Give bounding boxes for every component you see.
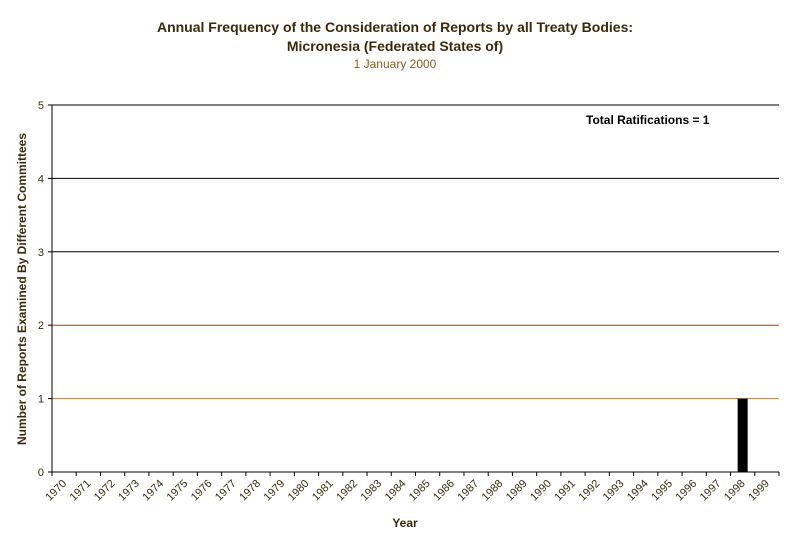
y-tick-label: 1 <box>38 394 44 406</box>
x-tick-label: 1998 <box>722 478 748 504</box>
x-tick-label: 1991 <box>552 478 578 504</box>
x-tick-label: 1989 <box>504 478 530 504</box>
total-ratifications-annotation: Total Ratifications = 1 <box>586 113 710 127</box>
x-tick-label: 1970 <box>43 478 69 504</box>
bar-1998 <box>737 398 748 472</box>
x-tick-label: 1980 <box>286 478 312 504</box>
x-tick-label: 1983 <box>358 478 384 504</box>
gridlines <box>52 104 779 400</box>
x-tick-label: 1986 <box>431 478 457 504</box>
x-tick-label: 1982 <box>334 478 360 504</box>
x-tick-label: 1996 <box>674 478 700 504</box>
x-tick-label: 1977 <box>213 478 239 504</box>
x-tick-label: 1995 <box>649 478 675 504</box>
x-tick-label: 1990 <box>528 478 554 504</box>
x-tick-label: 1994 <box>625 478 651 504</box>
y-tick-label: 2 <box>38 320 44 332</box>
x-tick-label: 1997 <box>698 478 724 504</box>
x-tick-label: 1999 <box>746 478 772 504</box>
y-tick-label: 0 <box>38 467 44 479</box>
y-tick-label: 4 <box>38 173 44 185</box>
x-tick-label: 1973 <box>116 478 142 504</box>
x-tick-label: 1993 <box>601 478 627 504</box>
y-tick-label: 3 <box>38 247 44 259</box>
chart-subtitle: Micronesia (Federated States of) <box>286 38 504 54</box>
chart-date: 1 January 2000 <box>353 57 437 71</box>
x-tick-label: 1988 <box>480 478 506 504</box>
x-tick-label: 1974 <box>140 478 166 504</box>
x-tick-label: 1976 <box>189 478 215 504</box>
x-tick-label: 1971 <box>68 478 94 504</box>
x-tick-label: 1985 <box>407 478 433 504</box>
x-tick-label: 1987 <box>455 478 481 504</box>
x-axis-title: Year <box>392 516 418 530</box>
y-tick-label: 5 <box>38 100 44 112</box>
x-tick-labels: 1970197119721973197419751976197719781979… <box>43 478 772 504</box>
chart-title: Annual Frequency of the Consideration of… <box>156 19 634 35</box>
x-tick-label: 1972 <box>92 478 118 504</box>
y-axis-title: Number of Reports Examined By Different … <box>15 133 29 445</box>
x-tick-label: 1975 <box>165 478 191 504</box>
axes <box>48 104 780 476</box>
x-tick-label: 1981 <box>310 478 336 504</box>
x-tick-label: 1984 <box>383 478 409 504</box>
x-tick-label: 1978 <box>237 478 263 504</box>
x-tick-label: 1992 <box>577 478 603 504</box>
y-tick-labels: 0 1 2 3 4 5 <box>38 100 44 479</box>
x-tick-label: 1979 <box>262 478 288 504</box>
bars <box>737 398 748 472</box>
